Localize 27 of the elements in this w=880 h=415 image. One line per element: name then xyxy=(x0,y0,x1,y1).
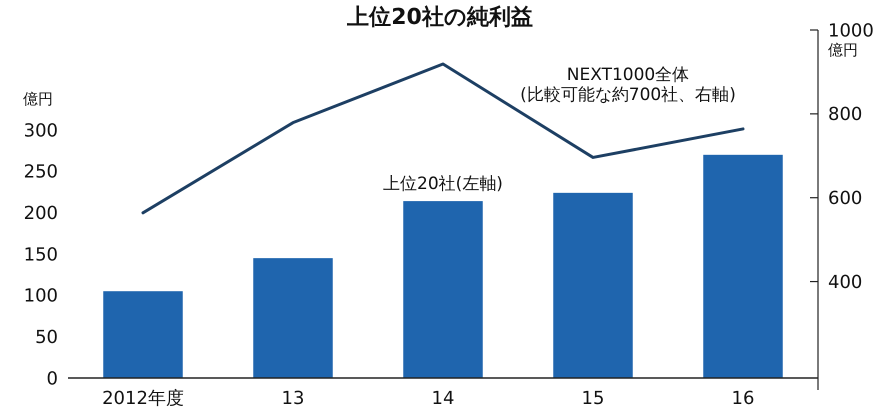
y2-axis-title: 億円 xyxy=(828,41,858,59)
y-axis-title: 億円 xyxy=(23,90,53,108)
line-series xyxy=(142,62,744,214)
y-tick-label: 150 xyxy=(24,244,58,266)
x-tick-label: 13 xyxy=(282,388,304,409)
series-label: 上位20社(左軸) xyxy=(383,174,503,194)
x-tick-label: 16 xyxy=(732,388,754,409)
series-label: NEXT1000全体 (比較可能な約700社、右軸) xyxy=(520,65,736,105)
x-tick-label: 15 xyxy=(582,388,604,409)
y-tick-label: 200 xyxy=(24,202,58,224)
x-tick-label: 14 xyxy=(432,388,454,409)
y-tick-label: 300 xyxy=(24,120,58,142)
y2-tick-label: 1000 xyxy=(828,20,874,42)
y2-tick-label: 600 xyxy=(828,188,862,210)
y-tick-label: 50 xyxy=(35,326,58,348)
bar xyxy=(253,258,333,378)
y2-tick-label: 800 xyxy=(828,104,862,126)
x-tick-label: 2012年度 xyxy=(102,388,184,409)
bar xyxy=(703,154,783,378)
bar xyxy=(103,291,183,378)
y-tick-label: 250 xyxy=(24,162,58,183)
y-tick-label: 0 xyxy=(46,368,58,390)
y-tick-label: 100 xyxy=(24,286,58,307)
bar xyxy=(403,201,483,378)
y2-tick-label: 400 xyxy=(828,272,862,293)
bar xyxy=(553,192,633,378)
chart-title: 上位20社の純利益 xyxy=(346,5,533,30)
